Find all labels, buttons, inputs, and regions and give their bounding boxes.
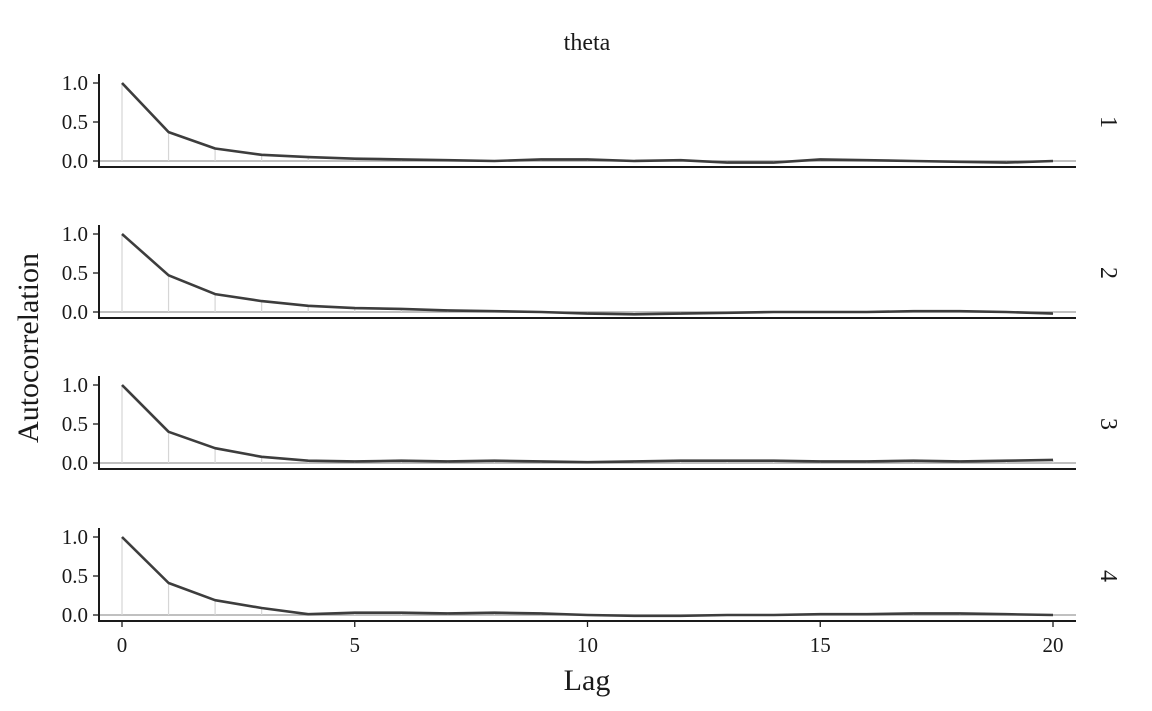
y-axis-label: Autocorrelation bbox=[12, 253, 45, 443]
y-tick-label: 0.0 bbox=[62, 603, 88, 627]
y-tick-label: 0.5 bbox=[62, 261, 88, 285]
x-tick-label: 15 bbox=[810, 633, 831, 657]
y-tick-label: 0.0 bbox=[62, 300, 88, 324]
facet-panels: 0.0 0.5 1.0 1 0.0 0.5 1.0 2 0.0 0.5 1.0 3 0.0 0.5 1.0 4… bbox=[62, 71, 1121, 657]
x-tick-label: 5 bbox=[350, 633, 361, 657]
y-tick-label: 0.5 bbox=[62, 412, 88, 436]
y-tick-label: 1.0 bbox=[62, 525, 88, 549]
x-axis-label: Lag bbox=[564, 664, 611, 697]
y-tick-label: 0.5 bbox=[62, 564, 88, 588]
facet-strip-label: 1 bbox=[1095, 116, 1121, 128]
facet-strip-label: 2 bbox=[1095, 267, 1121, 279]
facet-strip-label: 4 bbox=[1095, 570, 1121, 582]
acf-series-line bbox=[121, 82, 1054, 164]
y-tick-label: 0.0 bbox=[62, 451, 88, 475]
acf-series-line bbox=[121, 536, 1054, 618]
x-tick-label: 20 bbox=[1043, 633, 1064, 657]
x-tick-label: 10 bbox=[577, 633, 598, 657]
x-tick-label: 0 bbox=[117, 633, 128, 657]
y-tick-label: 0.0 bbox=[62, 149, 88, 173]
chart-title: theta bbox=[564, 30, 611, 56]
facet-panel-4: 0.0 0.5 1.0 4 0 5 10 15 20 bbox=[62, 525, 1121, 657]
y-tick-label: 1.0 bbox=[62, 71, 88, 95]
y-tick-label: 0.5 bbox=[62, 110, 88, 134]
y-tick-label: 1.0 bbox=[62, 373, 88, 397]
facet-panel-2: 0.0 0.5 1.0 2 bbox=[62, 222, 1121, 324]
acf-series-line bbox=[121, 233, 1054, 316]
acf-series-line bbox=[121, 384, 1054, 464]
facet-panel-1: 0.0 0.5 1.0 1 bbox=[62, 71, 1121, 173]
facet-panel-3: 0.0 0.5 1.0 3 bbox=[62, 373, 1121, 475]
facet-strip-label: 3 bbox=[1095, 418, 1121, 430]
y-tick-label: 1.0 bbox=[62, 222, 88, 246]
